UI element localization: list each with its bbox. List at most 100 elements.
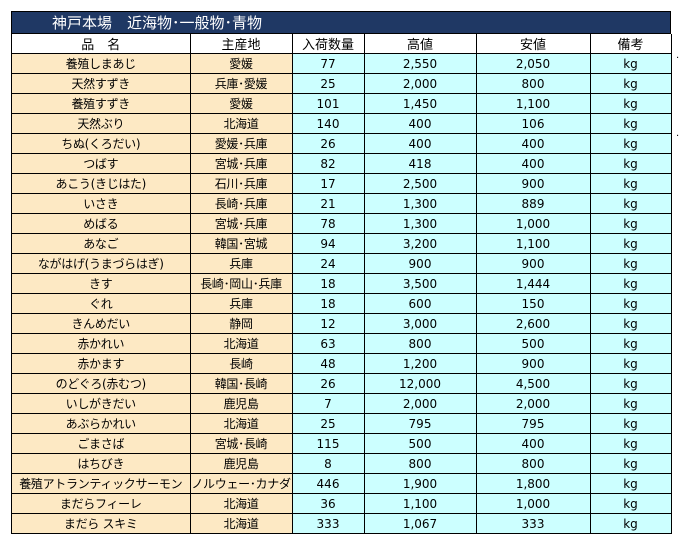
table-row: あなご 韓国･宮城 94 3,200 1,100 kg — [12, 233, 672, 254]
origin-cell: 北海道 — [190, 333, 293, 354]
quantity-cell: 82 — [292, 153, 365, 174]
table-row: きす 長崎･岡山･兵庫 18 3,500 1,444 kg — [12, 273, 672, 294]
high-price-cell: 800 — [364, 453, 477, 474]
col-header-high: 高値 — [364, 34, 477, 54]
table-row: まだらフィーレ 北海道 36 1,100 1,000 kg — [12, 493, 672, 514]
origin-cell: 北海道 — [190, 513, 293, 534]
quantity-cell: 17 — [292, 173, 365, 194]
origin-cell: 鹿児島 — [190, 393, 293, 414]
quantity-cell: 63 — [292, 333, 365, 354]
note-cell: kg — [590, 473, 672, 494]
fish-name-cell: あこう(きじはた) — [12, 173, 191, 194]
high-price-cell: 3,000 — [364, 313, 477, 334]
high-price-cell: 12,000 — [364, 373, 477, 394]
price-sheet: 神戸本場 近海物･一般物･青物 品 名 主産地 入荷数量 高値 安値 備考 養殖… — [11, 11, 672, 534]
origin-cell: 宮城･兵庫 — [190, 153, 293, 174]
note-cell: kg — [590, 413, 672, 434]
quantity-cell: 333 — [292, 513, 365, 534]
table-row: 天然すずき 兵庫･愛媛 25 2,000 800 kg — [12, 73, 672, 94]
origin-cell: 長崎 — [190, 353, 293, 374]
origin-cell: 宮城･長崎 — [190, 433, 293, 454]
note-cell: kg — [590, 433, 672, 454]
note-cell: kg — [590, 53, 672, 74]
table-row: 養殖アトランティックサーモン ノルウェー･カナダ 446 1,900 1,800 kg — [12, 473, 672, 494]
quantity-cell: 140 — [292, 113, 365, 134]
fish-name-cell: あぶらかれい — [12, 413, 191, 434]
low-price-cell: 800 — [476, 453, 591, 474]
quantity-cell: 25 — [292, 413, 365, 434]
note-cell: kg — [590, 493, 672, 514]
col-header-quantity: 入荷数量 — [292, 34, 365, 54]
fish-name-cell: 養殖すずき — [12, 93, 191, 114]
fish-name-cell: ごまさば — [12, 433, 191, 454]
low-price-cell: 795 — [476, 413, 591, 434]
note-cell: kg — [590, 333, 672, 354]
quantity-cell: 115 — [292, 433, 365, 454]
quantity-cell: 78 — [292, 213, 365, 234]
table-row: いさき 長崎･兵庫 21 1,300 889 kg — [12, 193, 672, 214]
quantity-cell: 18 — [292, 273, 365, 294]
high-price-cell: 1,900 — [364, 473, 477, 494]
low-price-cell: 106 — [476, 113, 591, 134]
quantity-cell: 7 — [292, 393, 365, 414]
note-cell: kg — [590, 213, 672, 234]
quantity-cell: 8 — [292, 453, 365, 474]
origin-cell: 鹿児島 — [190, 453, 293, 474]
quantity-cell: 26 — [292, 133, 365, 154]
fish-name-cell: 養殖しまあじ — [12, 53, 191, 74]
fish-name-cell: きす — [12, 273, 191, 294]
fish-name-cell: 天然ぶり — [12, 113, 191, 134]
table-row: ながはげ(うまづらはぎ) 兵庫 24 900 900 kg — [12, 253, 672, 274]
high-price-cell: 1,450 — [364, 93, 477, 114]
origin-cell: 北海道 — [190, 493, 293, 514]
high-price-cell: 1,300 — [364, 213, 477, 234]
high-price-cell: 400 — [364, 133, 477, 154]
fish-name-cell: ちぬ(くろだい) — [12, 133, 191, 154]
low-price-cell: 1,444 — [476, 273, 591, 294]
sheet-title: 神戸本場 近海物･一般物･青物 — [12, 12, 671, 34]
high-price-cell: 418 — [364, 153, 477, 174]
high-price-cell: 500 — [364, 433, 477, 454]
low-price-cell: 1,100 — [476, 93, 591, 114]
note-cell: kg — [590, 73, 672, 94]
high-price-cell: 3,500 — [364, 273, 477, 294]
low-price-cell: 800 — [476, 73, 591, 94]
note-cell: kg — [590, 273, 672, 294]
note-cell: kg — [590, 93, 672, 114]
high-price-cell: 600 — [364, 293, 477, 314]
high-price-cell: 2,500 — [364, 173, 477, 194]
price-table: 品 名 主産地 入荷数量 高値 安値 備考 養殖しまあじ 愛媛 77 2,550 2,0… — [12, 34, 672, 534]
origin-cell: 愛媛 — [190, 93, 293, 114]
fish-name-cell: あなご — [12, 233, 191, 254]
origin-cell: 静岡 — [190, 313, 293, 334]
note-cell: kg — [590, 453, 672, 474]
high-price-cell: 400 — [364, 113, 477, 134]
quantity-cell: 25 — [292, 73, 365, 94]
origin-cell: 兵庫 — [190, 293, 293, 314]
header-row: 品 名 主産地 入荷数量 高値 安値 備考 — [12, 34, 672, 54]
origin-cell: 兵庫 — [190, 253, 293, 274]
low-price-cell: 900 — [476, 253, 591, 274]
fish-name-cell: きんめだい — [12, 313, 191, 334]
origin-cell: 兵庫･愛媛 — [190, 73, 293, 94]
stray-mark: . — [676, 128, 680, 139]
low-price-cell: 900 — [476, 173, 591, 194]
low-price-cell: 1,800 — [476, 473, 591, 494]
origin-cell: 愛媛･兵庫 — [190, 133, 293, 154]
high-price-cell: 2,550 — [364, 53, 477, 74]
fish-name-cell: はちびき — [12, 453, 191, 474]
high-price-cell: 1,067 — [364, 513, 477, 534]
table-row: はちびき 鹿児島 8 800 800 kg — [12, 453, 672, 474]
table-row: まだら スキミ 北海道 333 1,067 333 kg — [12, 513, 672, 534]
quantity-cell: 18 — [292, 293, 365, 314]
table-row: 養殖すずき 愛媛 101 1,450 1,100 kg — [12, 93, 672, 114]
fish-name-cell: 赤かます — [12, 353, 191, 374]
high-price-cell: 1,300 — [364, 193, 477, 214]
fish-name-cell: めばる — [12, 213, 191, 234]
fish-name-cell: ながはげ(うまづらはぎ) — [12, 253, 191, 274]
table-row: めばる 宮城･兵庫 78 1,300 1,000 kg — [12, 213, 672, 234]
low-price-cell: 1,000 — [476, 493, 591, 514]
quantity-cell: 36 — [292, 493, 365, 514]
high-price-cell: 1,100 — [364, 493, 477, 514]
low-price-cell: 150 — [476, 293, 591, 314]
